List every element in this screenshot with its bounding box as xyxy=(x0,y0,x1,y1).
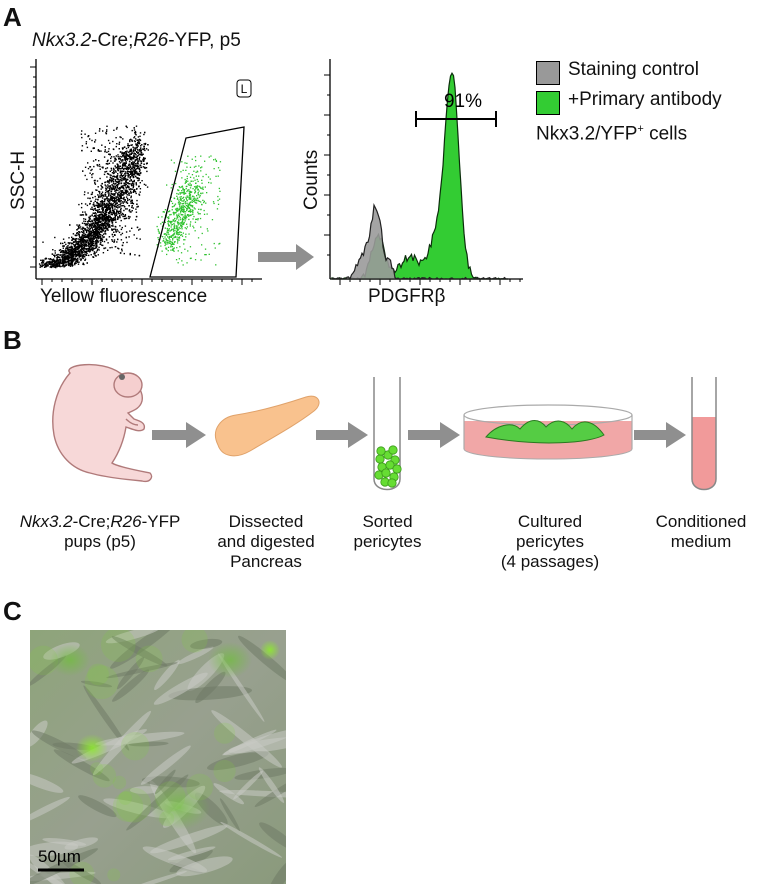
conditioned-medium-tube-icon xyxy=(691,377,717,491)
step-caption-cultured: Cultured pericytes (4 passages) xyxy=(485,512,615,572)
step-pups-line2: pups (p5) xyxy=(64,532,136,551)
scatter-axes xyxy=(35,59,262,280)
micrograph-cells xyxy=(30,630,286,884)
scatter-title: Nkx3.2-Cre;R26-YFP, p5 xyxy=(32,30,241,52)
legend-note-suffix: cells xyxy=(643,123,688,145)
legend-label-staining-control: Staining control xyxy=(568,59,699,80)
step-pups-gene: Nkx3.2 xyxy=(19,512,73,531)
legend-item-primary-antibody: +Primary antibody xyxy=(536,89,722,119)
step-medium-line2: medium xyxy=(670,532,732,551)
sorted-cells-icon xyxy=(374,445,402,488)
histogram-staining-control-curve xyxy=(331,202,508,281)
arrow-right-icon xyxy=(152,422,206,448)
panel-letter-b: B xyxy=(3,325,22,355)
sorted-cell-icon xyxy=(392,464,402,474)
positive-gate-percent: 91% xyxy=(444,91,482,112)
legend-note: Nkx3.2/YFP+ cells xyxy=(536,123,687,145)
legend-note-sup: + xyxy=(637,123,644,135)
sorted-cell-icon xyxy=(385,460,395,470)
step-pups-r26: R26 xyxy=(110,512,142,531)
title-tail: -YFP, p5 xyxy=(168,30,241,51)
legend-item-staining-control: Staining control xyxy=(536,59,699,89)
sorted-cell-icon xyxy=(381,468,391,478)
arrow-right-icon xyxy=(316,422,368,448)
legend-label-primary-antibody: +Primary antibody xyxy=(568,89,722,110)
title-r26: R26 xyxy=(133,30,169,51)
micrograph-image: 50µm xyxy=(30,630,286,884)
step-caption-medium: Conditioned medium xyxy=(640,512,762,552)
histogram-legend: Staining control +Primary antibody Nkx3.… xyxy=(536,59,722,145)
step-pancreas-line2: and digested xyxy=(217,532,315,551)
arrow-right-icon xyxy=(408,422,460,448)
scatter-ticks xyxy=(30,66,253,285)
panel-letter-a: A xyxy=(3,2,22,32)
positive-gate-marker xyxy=(415,111,497,127)
step-cultured-line1: Cultured xyxy=(517,512,583,531)
arrow-right-icon xyxy=(634,422,686,448)
gate-polygon xyxy=(149,126,245,278)
sorted-cell-icon xyxy=(375,454,385,464)
histogram-ticks xyxy=(324,74,521,285)
legend-swatch-grey xyxy=(536,61,560,85)
step-caption-pups: Nkx3.2-Cre;R26-YFP pups (p5) xyxy=(0,512,200,552)
step-pups-yfp: -YFP xyxy=(141,512,181,531)
step-caption-pancreas: Dissected and digested Pancreas xyxy=(206,512,326,572)
step-cultured-line3: (4 passages) xyxy=(500,552,600,571)
flow-scatter-plot: L xyxy=(30,59,262,285)
gate-label: L xyxy=(241,82,248,96)
step-pancreas-line3: Pancreas xyxy=(230,552,302,571)
gate-label-box xyxy=(236,79,252,98)
pdgfrb-histogram: 91% xyxy=(324,59,523,285)
sorted-cell-icon xyxy=(388,445,398,455)
mouse-eye-icon xyxy=(119,374,125,380)
step-cultured-line2: pericytes xyxy=(515,532,585,551)
scalebar-label: 50µm xyxy=(38,847,81,866)
legend-swatch-green xyxy=(536,91,560,115)
culture-dish-icon xyxy=(463,404,633,460)
scatter-xlabel: Yellow fluorescence xyxy=(40,286,208,307)
mouse-pup-icon xyxy=(52,363,153,483)
panel-letter-c: C xyxy=(3,596,22,626)
histogram-xlabel: PDGFRβ xyxy=(368,286,446,307)
title-mid: -Cre; xyxy=(91,30,134,51)
step-pups-cre: -Cre; xyxy=(72,512,111,531)
step-pups-line1: Nkx3.2-Cre;R26-YFP xyxy=(0,512,200,532)
legend-note-prefix: Nkx3.2/YFP xyxy=(536,123,638,145)
title-gene: Nkx3.2 xyxy=(32,30,92,51)
step-pancreas-line1: Dissected xyxy=(228,512,304,531)
pancreas-icon xyxy=(214,395,320,457)
step-sorted-line2: pericytes xyxy=(353,532,422,551)
scatter-dots xyxy=(38,125,222,269)
sorted-cell-icon xyxy=(387,478,397,488)
arrow-right-icon xyxy=(258,244,314,270)
step-caption-sorted: Sorted pericytes xyxy=(340,512,435,552)
sorted-cell-icon xyxy=(376,446,386,456)
workflow-diagram xyxy=(52,363,717,491)
scatter-ylabel: SSC-H xyxy=(8,150,29,210)
histogram-axes xyxy=(329,59,523,280)
histogram-ylabel: Counts xyxy=(301,149,322,210)
step-sorted-line1: Sorted xyxy=(362,512,413,531)
step-medium-line1: Conditioned xyxy=(655,512,747,531)
